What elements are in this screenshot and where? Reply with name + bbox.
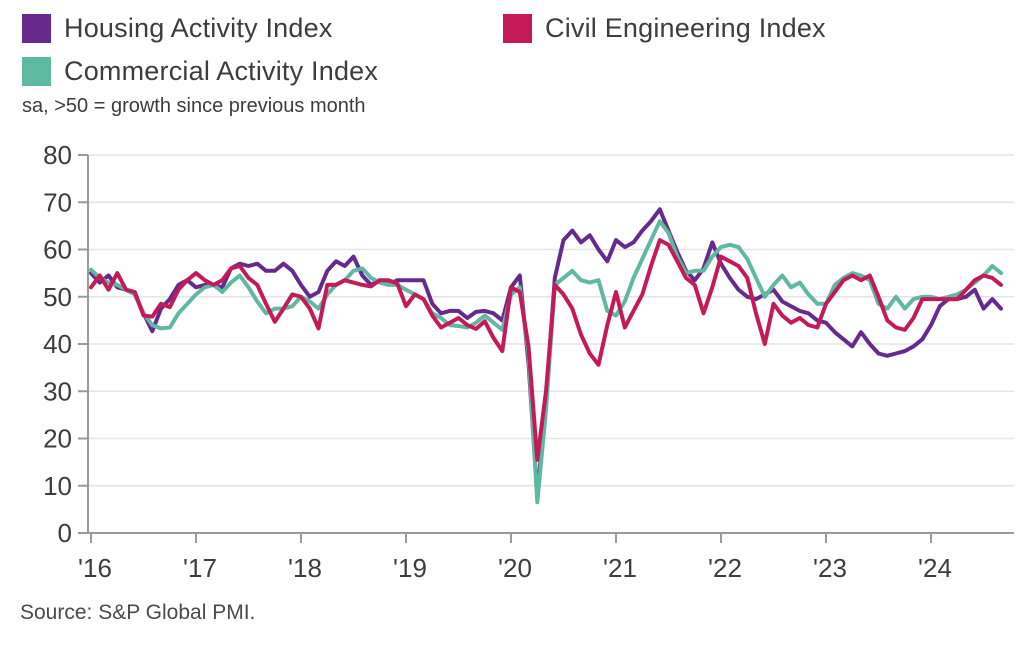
series-line-commercial-activity-index — [89, 219, 1003, 505]
x-tick-label-'23: '23 — [813, 553, 847, 583]
y-tick-label-40: 40 — [43, 329, 72, 359]
y-tick-label-50: 50 — [43, 282, 72, 312]
x-tick-label-'19: '19 — [393, 553, 427, 583]
housing-swatch-icon — [22, 14, 51, 43]
y-tick-label-60: 60 — [43, 235, 72, 265]
x-tick-label-'17: '17 — [183, 553, 217, 583]
series-line-civil-engineering-index — [89, 238, 1003, 462]
x-tick-label-'20: '20 — [498, 553, 532, 583]
x-tick-label-'18: '18 — [288, 553, 322, 583]
y-tick-label-20: 20 — [43, 424, 72, 454]
y-tick-label-0: 0 — [58, 518, 72, 548]
x-tick-label-'22: '22 — [708, 553, 742, 583]
series-line-housing-activity-index — [89, 207, 1003, 499]
civil-swatch-icon — [503, 14, 532, 43]
chart-subtitle: sa, >50 = growth since previous month — [22, 95, 366, 117]
y-tick-label-80: 80 — [43, 140, 72, 170]
legend-item-civil: Civil Engineering Index — [503, 13, 826, 44]
legend-label-commercial: Commercial Activity Index — [64, 56, 379, 86]
x-tick-label-'24: '24 — [918, 553, 952, 583]
commercial-swatch-icon — [22, 57, 51, 86]
y-tick-label-70: 70 — [43, 187, 72, 217]
source-note: Source: S&P Global PMI. — [20, 601, 256, 624]
y-tick-label-10: 10 — [43, 471, 72, 501]
x-tick-label-'21: '21 — [603, 553, 637, 583]
x-tick-label-'16: '16 — [78, 553, 112, 583]
legend-label-housing: Housing Activity Index — [64, 13, 333, 43]
legend-item-housing: Housing Activity Index — [22, 13, 333, 44]
y-tick-label-30: 30 — [43, 376, 72, 406]
legend-label-civil: Civil Engineering Index — [545, 13, 826, 43]
legend-item-commercial: Commercial Activity Index — [22, 56, 378, 87]
